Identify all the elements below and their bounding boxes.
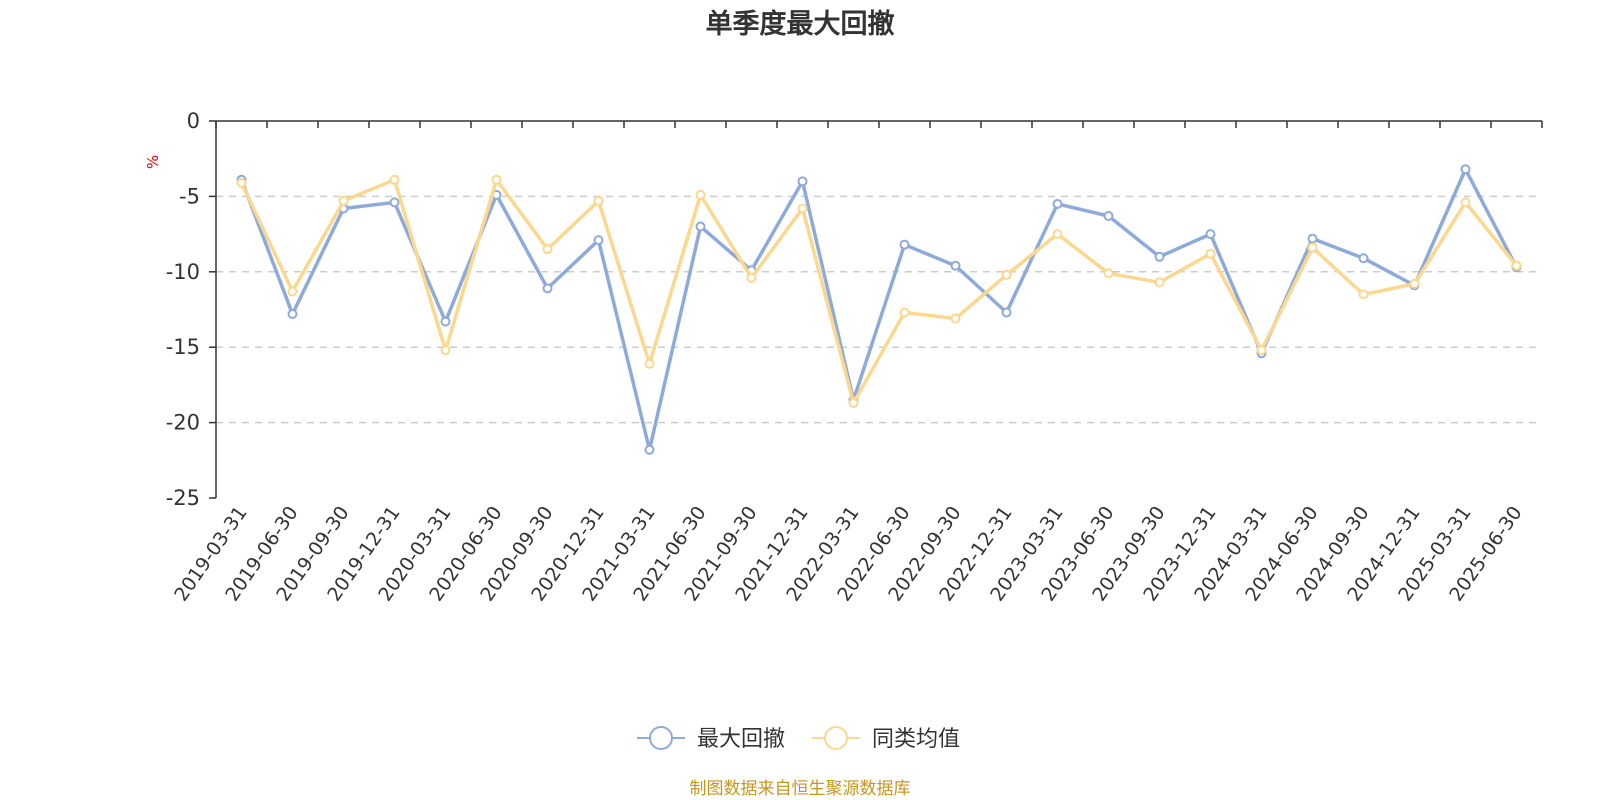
series-line	[239, 178, 1518, 405]
y-tick-label: -25	[166, 486, 200, 510]
data-point	[542, 283, 553, 294]
data-point	[1052, 229, 1063, 240]
series-1	[236, 164, 1522, 455]
data-point	[1154, 251, 1165, 262]
legend-marker	[649, 726, 673, 750]
axes: 0-5-10-15-20-252019-03-312019-06-302019-…	[166, 109, 1543, 605]
data-point	[1409, 278, 1420, 289]
data-point	[440, 345, 451, 356]
series-2	[236, 174, 1522, 408]
data-point	[1256, 345, 1267, 356]
data-point	[542, 244, 553, 255]
data-point	[1307, 242, 1318, 253]
y-tick-label: 0	[187, 109, 200, 133]
y-tick-label: -10	[166, 260, 200, 284]
legend-marker	[824, 726, 848, 750]
data-point	[797, 203, 808, 214]
data-point	[593, 235, 604, 246]
data-point	[1358, 253, 1369, 264]
data-point	[389, 174, 400, 185]
data-point	[695, 221, 706, 232]
grid-lines	[216, 195, 1542, 424]
data-point	[1001, 269, 1012, 280]
data-point	[287, 286, 298, 297]
data-point	[338, 195, 349, 206]
data-point	[1460, 164, 1471, 175]
data-point	[899, 239, 910, 250]
data-point	[848, 397, 859, 408]
legend-item-1[interactable]: 最大回撤	[637, 726, 785, 752]
data-point	[236, 177, 247, 188]
data-point	[593, 195, 604, 206]
data-point	[1154, 277, 1165, 288]
data-point	[389, 197, 400, 208]
data-point	[1358, 289, 1369, 300]
data-point	[287, 309, 298, 320]
data-point	[1052, 198, 1063, 209]
y-tick-label: -15	[166, 335, 200, 359]
chart-title: 单季度最大回撤	[706, 8, 895, 40]
series-line	[239, 167, 1519, 452]
data-point	[746, 272, 757, 283]
data-point	[1205, 248, 1216, 259]
data-point	[950, 260, 961, 271]
legend-label: 同类均值	[872, 727, 960, 752]
source-note: 制图数据来自恒生聚源数据库	[690, 779, 911, 799]
data-point	[950, 313, 961, 324]
data-point	[1307, 233, 1318, 244]
data-point	[1460, 197, 1471, 208]
legend-label: 最大回撤	[697, 727, 785, 752]
data-point	[1103, 211, 1114, 222]
series-lines	[236, 164, 1522, 455]
data-point	[440, 316, 451, 327]
data-point	[644, 444, 655, 455]
y-axis-unit: %	[144, 155, 162, 169]
data-point	[1511, 260, 1522, 271]
data-point	[797, 176, 808, 187]
data-point	[491, 174, 502, 185]
data-point	[899, 307, 910, 318]
data-point	[695, 189, 706, 200]
y-tick-label: -5	[179, 184, 200, 208]
data-point	[1103, 268, 1114, 279]
legend-item-2[interactable]: 同类均值	[812, 726, 960, 752]
data-point	[644, 358, 655, 369]
data-point	[1205, 229, 1216, 240]
legend[interactable]: 最大回撤 同类均值	[637, 726, 960, 752]
data-point	[1001, 307, 1012, 318]
y-tick-label: -20	[166, 411, 200, 435]
